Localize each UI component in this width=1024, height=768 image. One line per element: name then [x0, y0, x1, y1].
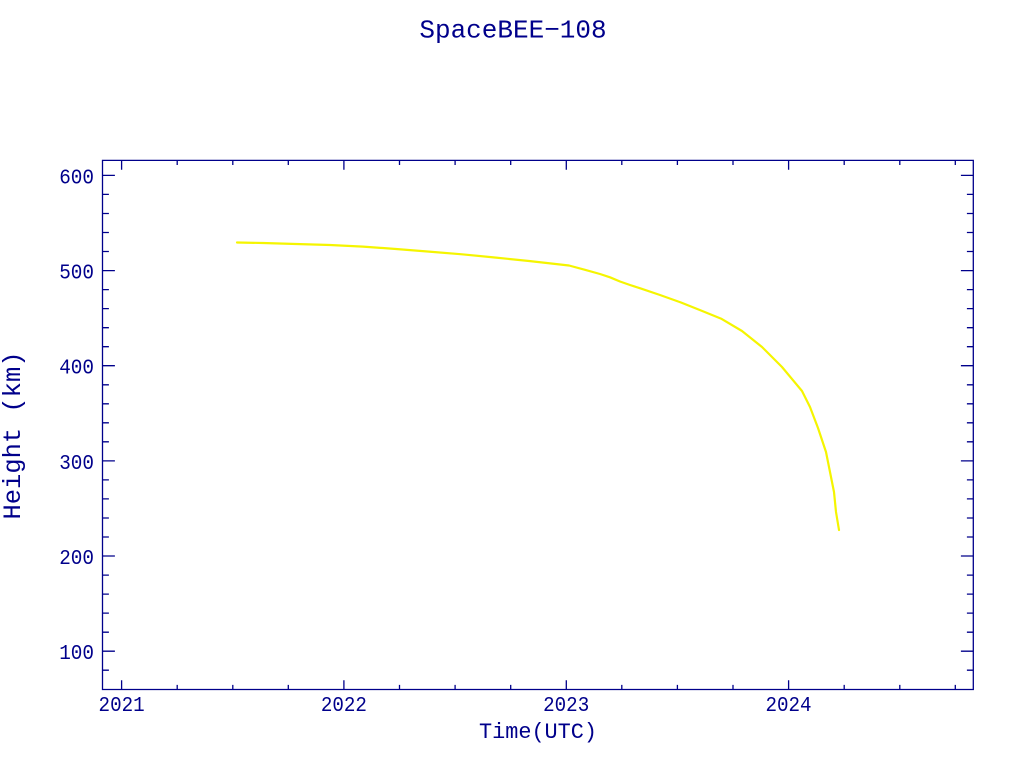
svg-text:500: 500 [59, 263, 94, 286]
svg-text:Time(UTC): Time(UTC) [479, 720, 597, 745]
svg-text:600: 600 [59, 167, 94, 190]
svg-text:2021: 2021 [99, 695, 145, 718]
svg-text:2024: 2024 [765, 695, 811, 718]
svg-text:200: 200 [59, 548, 94, 571]
svg-text:2023: 2023 [543, 695, 589, 718]
svg-text:2022: 2022 [321, 695, 367, 718]
svg-text:SpaceBEE−108: SpaceBEE−108 [419, 16, 606, 46]
svg-text:Height (km): Height (km) [0, 352, 28, 520]
svg-text:100: 100 [59, 643, 94, 666]
svg-text:400: 400 [59, 358, 94, 381]
svg-text:300: 300 [59, 453, 94, 476]
